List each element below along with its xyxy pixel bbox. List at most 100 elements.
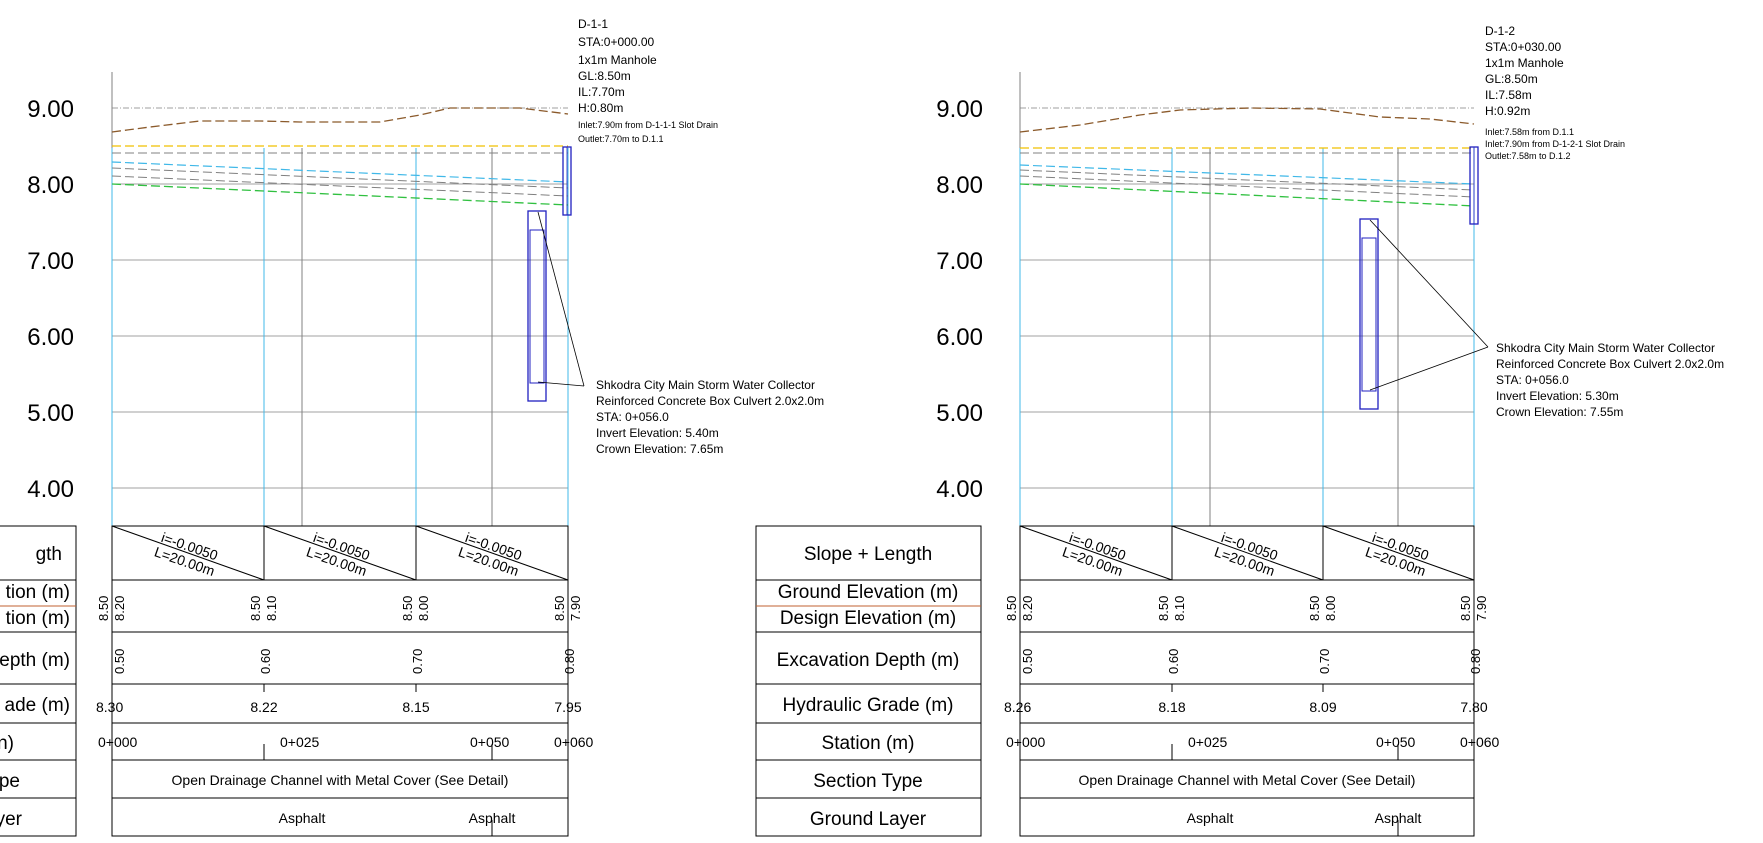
excavation-values: 0.50 0.60 0.70 0.80 <box>112 649 577 674</box>
station-label: 0+050 <box>470 734 510 750</box>
station-label: 0+050 <box>1376 734 1416 750</box>
pipe-crown-line <box>111 161 569 183</box>
collector-name: Shkodra City Main Storm Water Collector <box>1496 341 1715 355</box>
row-label: Slope + Length <box>804 544 932 565</box>
leader-line <box>537 211 585 387</box>
station-lines <box>111 148 569 526</box>
y-tick-label: 7.00 <box>936 248 983 275</box>
y-tick-label: 6.00 <box>27 324 74 351</box>
manhole-label: D-1-2 STA:0+030.00 1x1m Manhole GL:8.50m… <box>1485 24 1625 161</box>
collector-name: Shkodra City Main Storm Water Collector <box>596 378 815 392</box>
manhole-station: STA:0+000.00 <box>578 35 654 49</box>
invert-line <box>111 183 569 206</box>
excavation-depth: 0.60 <box>258 649 273 674</box>
hydraulic-grade: 8.22 <box>250 699 277 715</box>
hydraulic-grade: 8.15 <box>402 699 429 715</box>
invert-line <box>1019 183 1475 207</box>
elevation-values: 8.50 8.20 8.50 8.10 8.50 8.00 8.50 7.90 <box>1004 596 1489 621</box>
manhole-note: Outlet:7.70m to D.1.1 <box>578 134 664 144</box>
row-label: Excavation Depth (m) <box>777 650 960 671</box>
design-elev: 8.00 <box>1323 596 1338 621</box>
design-elev: 8.00 <box>416 596 431 621</box>
row-label: Ground Layer <box>810 809 927 830</box>
manhole-gl: GL:8.50m <box>1485 72 1538 86</box>
y-tick-label: 9.00 <box>936 96 983 123</box>
row-label: Section Type <box>813 771 923 792</box>
data-table: Slope + Length Ground Elevation (m) Desi… <box>755 525 1500 837</box>
row-label: tion (m) <box>6 608 70 629</box>
pipe-invert-line <box>111 175 569 197</box>
row-label: tion (m) <box>6 582 70 603</box>
hydraulic-grade: 7.80 <box>1460 699 1487 715</box>
collector-type: Reinforced Concrete Box Culvert 2.0x2.0m <box>1496 357 1724 371</box>
pipe-top-line <box>111 167 569 189</box>
station-label: 0+025 <box>280 734 320 750</box>
ground-layer: Asphalt <box>1187 810 1234 826</box>
manhole-note: Inlet:7.90m from D-1-1-1 Slot Drain <box>578 120 718 130</box>
manhole-id: D-1-2 <box>1485 24 1515 38</box>
pipe-crown-line <box>1019 164 1475 185</box>
pipe-invert-line <box>1019 175 1475 198</box>
collector-type: Reinforced Concrete Box Culvert 2.0x2.0m <box>596 394 824 408</box>
excavation-depth: 0.80 <box>1468 649 1483 674</box>
row-label: pe <box>0 771 20 792</box>
leader-line <box>1369 219 1489 348</box>
row-label: Design Elevation (m) <box>780 608 956 629</box>
design-elev: 8.20 <box>1020 596 1035 621</box>
manhole-gl: GL:8.50m <box>578 69 631 83</box>
row-label: yer <box>0 809 23 830</box>
row-label: Hydraulic Grade (m) <box>782 695 953 716</box>
y-axis-labels: 9.00 8.00 7.00 6.00 5.00 4.00 <box>936 96 983 503</box>
hydraulic-grade: 8.09 <box>1309 699 1336 715</box>
manhole-id: D-1-1 <box>578 17 608 31</box>
design-elev: 8.10 <box>1172 596 1187 621</box>
data-table: gth tion (m) tion (m) epth (m) ade (m) n… <box>0 525 594 837</box>
section-type: Open Drainage Channel with Metal Cover (… <box>1079 772 1416 788</box>
y-tick-label: 8.00 <box>936 172 983 199</box>
station-lines <box>1019 148 1475 526</box>
row-label: gth <box>36 544 62 565</box>
excavation-depth: 0.70 <box>410 649 425 674</box>
ground-elev: 8.50 <box>96 596 111 621</box>
design-elev: 7.90 <box>1474 596 1489 621</box>
station-label: 0+025 <box>1188 734 1228 750</box>
ground-elev: 8.50 <box>1004 596 1019 621</box>
elevation-grid <box>1020 107 1474 489</box>
station-label: 0+000 <box>98 734 138 750</box>
excavation-depth: 0.50 <box>1020 649 1035 674</box>
row-label: Station (m) <box>822 733 915 754</box>
station-label: 0+000 <box>1006 734 1046 750</box>
manhole-station: STA:0+030.00 <box>1485 40 1561 54</box>
profile-left: 9.00 8.00 7.00 6.00 5.00 4.00 <box>0 17 824 837</box>
collector-invert: Invert Elevation: 5.40m <box>596 426 719 440</box>
ground-elev: 8.50 <box>248 596 263 621</box>
ground-elev: 8.50 <box>552 596 567 621</box>
collector-label: Shkodra City Main Storm Water Collector … <box>1496 341 1724 419</box>
design-elev: 8.20 <box>112 596 127 621</box>
collector-station: STA: 0+056.0 <box>1496 373 1569 387</box>
manhole-il: IL:7.58m <box>1485 88 1532 102</box>
ground-layer: Asphalt <box>1375 810 1422 826</box>
y-tick-label: 4.00 <box>27 476 74 503</box>
excavation-depth: 0.70 <box>1317 649 1332 674</box>
y-tick-label: 8.00 <box>27 172 74 199</box>
manhole-type: 1x1m Manhole <box>1485 56 1564 70</box>
manhole-h: H:0.80m <box>578 101 623 115</box>
excavation-depth: 0.50 <box>112 649 127 674</box>
design-elev: 7.90 <box>568 596 583 621</box>
excavation-values: 0.50 0.60 0.70 0.80 <box>1020 649 1483 674</box>
y-tick-label: 6.00 <box>936 324 983 351</box>
manhole-il: IL:7.70m <box>578 85 625 99</box>
hydraulic-grade: 8.18 <box>1158 699 1185 715</box>
hydraulic-grade: 8.30 <box>96 699 123 715</box>
y-tick-label: 4.00 <box>936 476 983 503</box>
manhole-note: Outlet:7.58m to D.1.2 <box>1485 151 1571 161</box>
pipe-top-line <box>1019 169 1475 191</box>
excavation-depth: 0.80 <box>562 649 577 674</box>
box-culvert-inner <box>529 229 545 384</box>
ground-layer: Asphalt <box>469 810 516 826</box>
row-label: n) <box>0 733 14 754</box>
excavation-depth: 0.60 <box>1166 649 1181 674</box>
collector-crown: Crown Elevation: 7.55m <box>1496 405 1623 419</box>
